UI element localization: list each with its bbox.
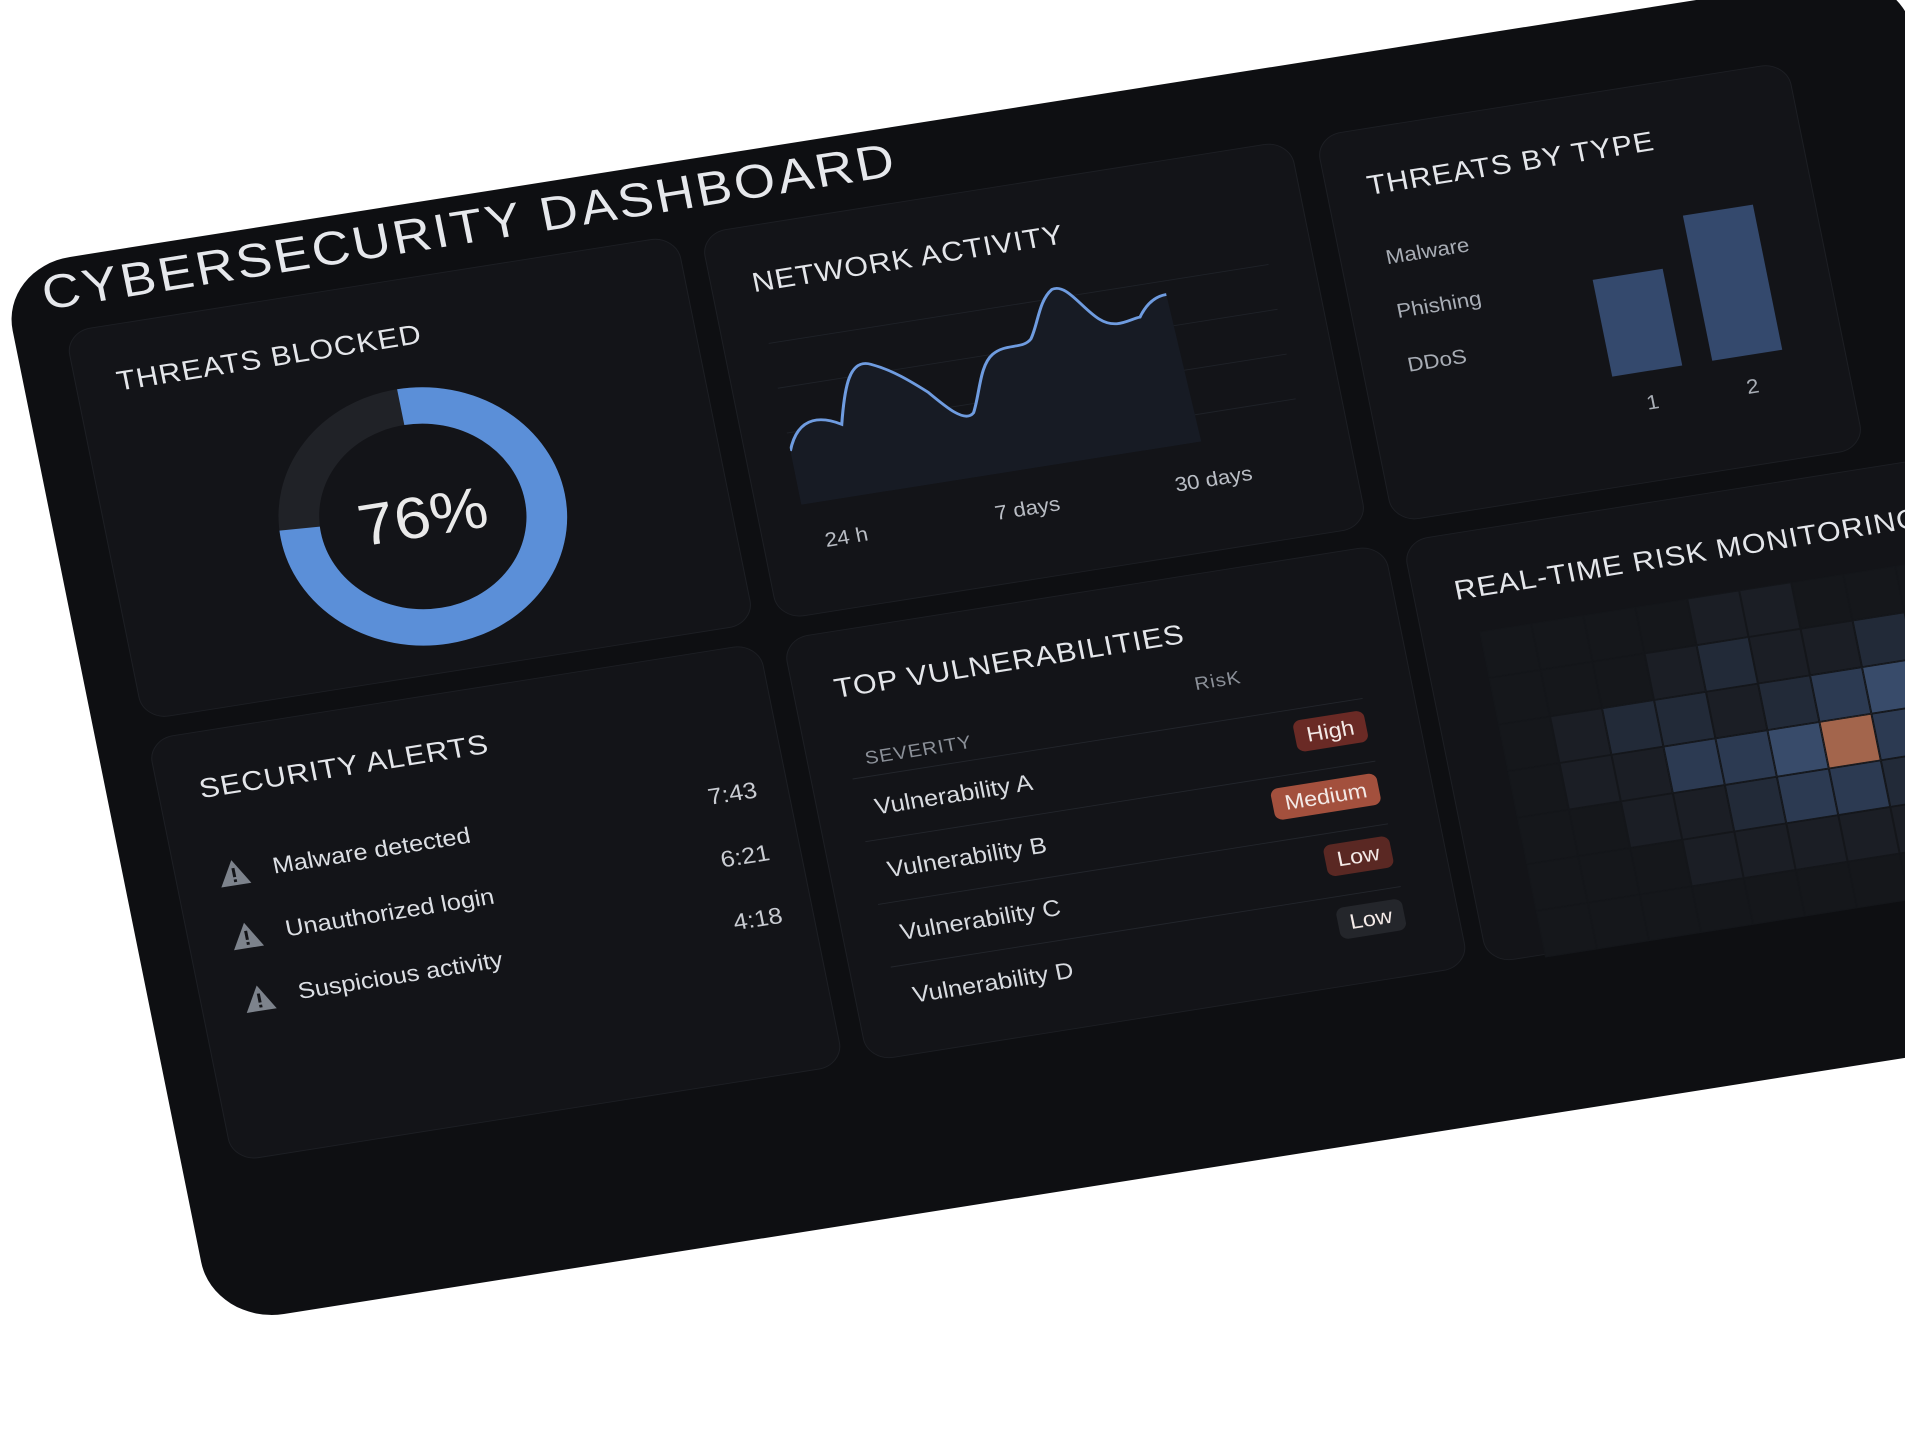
heatmap-cell: [1748, 628, 1810, 684]
threat-type-label: Phishing: [1394, 286, 1484, 323]
alert-item[interactable]: Malware detected 7:43: [214, 774, 761, 895]
heatmap-cell: [1587, 894, 1650, 950]
heatmap-cell: [1791, 573, 1853, 629]
alert-item[interactable]: Unauthorized login 6:21: [226, 837, 773, 958]
heatmap-cell: [1696, 636, 1758, 692]
heatmap-cell: [1479, 623, 1541, 679]
heatmap-cell: [1682, 831, 1744, 887]
top-vulnerabilities-card: TOP VULNERABILITIES RisK SEVERITY Vulner…: [781, 543, 1470, 1062]
heatmap-cell: [1540, 661, 1602, 717]
heatmap-cell: [1639, 886, 1702, 942]
risk-badge: Low: [1334, 898, 1408, 940]
heatmap-cell: [1601, 700, 1664, 755]
heatmap-cell: [1583, 606, 1645, 662]
heatmap-cell: [1497, 716, 1560, 772]
threats-by-type-card: THREATS BY TYPE Malware Phishing DDoS 1 …: [1314, 61, 1866, 524]
alert-item[interactable]: Suspicious activity 4:18: [239, 899, 786, 1020]
threat-bar: [1682, 204, 1783, 361]
bar-axis-label: 2: [1744, 374, 1762, 399]
x-axis-label: 7 days: [992, 491, 1063, 525]
heatmap-cell: [1663, 738, 1725, 794]
risk-monitoring-card: REAL-TIME RISK MONITORING: [1401, 445, 1905, 964]
heatmap-cell: [1767, 721, 1829, 777]
heatmap-cell: [1795, 861, 1858, 917]
threat-bar: [1592, 268, 1683, 377]
donut-progress-arc: [278, 387, 568, 646]
column-header-risk: RisK: [1192, 667, 1243, 695]
heatmap-cell: [1592, 653, 1654, 709]
threats-blocked-card: THREATS BLOCKED 76%: [64, 235, 756, 721]
heatmap-cell: [1809, 667, 1872, 722]
warning-icon: [234, 922, 265, 951]
risk-badge: Low: [1322, 835, 1395, 878]
heatmap-cell: [1620, 793, 1683, 848]
x-axis-label: 30 days: [1172, 461, 1255, 497]
heatmap-cell: [1507, 763, 1569, 818]
alert-time: 4:18: [730, 902, 785, 936]
heatmap-cell: [1653, 691, 1716, 747]
heatmap-cell: [1559, 754, 1621, 810]
heatmap-cell: [1672, 784, 1735, 840]
heatmap-cell: [1757, 675, 1820, 731]
bar-axis-label: 1: [1644, 389, 1662, 415]
heatmap-cell: [1516, 809, 1579, 865]
vulnerability-name: Vulnerability C: [897, 894, 1064, 946]
network-area: [790, 288, 1202, 505]
threat-type-label: Malware: [1383, 233, 1472, 269]
threats-blocked-donut: [278, 387, 568, 646]
heatmap-cell: [1734, 823, 1796, 879]
heatmap-cell: [1691, 878, 1754, 933]
alert-time: 7:43: [705, 777, 760, 811]
heatmap-cell: [1828, 760, 1891, 816]
risk-badge: High: [1291, 709, 1370, 753]
dashboard-panel: CYBERSECURITY DASHBOARD THREATS BLOCKED …: [0, 0, 1905, 1326]
card-title: SECURITY ALERTS: [196, 729, 492, 805]
gridline: [768, 264, 1269, 344]
alert-text: Suspicious activity: [295, 947, 505, 1005]
vulnerability-name: Vulnerability B: [885, 832, 1049, 883]
x-axis-label: 24 h: [822, 522, 871, 552]
network-activity-chart: [768, 264, 1296, 505]
alert-text: Unauthorized login: [282, 883, 497, 942]
heatmap-cell: [1611, 746, 1673, 802]
network-activity-card: NETWORK ACTIVITY 24 h 7 days 30 days: [699, 140, 1369, 621]
vulnerability-name: Vulnerability A: [872, 769, 1035, 820]
heatmap-cell: [1800, 620, 1862, 676]
heatmap-cell: [1687, 590, 1749, 646]
network-line: [788, 286, 1167, 452]
heatmap-cell: [1852, 612, 1905, 668]
heatmap-cell: [1630, 839, 1692, 895]
heatmap-cell: [1635, 598, 1697, 654]
warning-icon: [221, 860, 252, 888]
threat-type-label: DDoS: [1405, 344, 1469, 377]
card-title: THREATS BY TYPE: [1364, 126, 1658, 202]
heatmap-cell: [1724, 776, 1787, 832]
threats-blocked-value: 76%: [352, 474, 494, 559]
heatmap-cell: [1819, 713, 1881, 769]
vulnerability-name: Vulnerability D: [910, 957, 1076, 1009]
heatmap-cell: [1488, 669, 1550, 725]
heatmap-cell: [1715, 730, 1777, 785]
heatmap-cell: [1776, 768, 1839, 824]
heatmap-cell: [1705, 683, 1768, 739]
risk-badge: Medium: [1269, 772, 1382, 821]
card-title: TOP VULNERABILITIES: [831, 619, 1188, 705]
alert-time: 6:21: [718, 840, 773, 873]
security-alerts-card: SECURITY ALERTS Malware detected 7:43 Un…: [146, 642, 845, 1163]
heatmap-cell: [1549, 708, 1612, 764]
warning-icon: [246, 985, 277, 1013]
heatmap-cell: [1843, 565, 1905, 621]
heatmap-cell: [1531, 615, 1593, 670]
heatmap-cell: [1847, 853, 1905, 909]
heatmap-cell: [1578, 847, 1640, 903]
heatmap-cell: [1644, 645, 1706, 701]
heatmap-cell: [1743, 869, 1806, 925]
heatmap-cell: [1786, 815, 1848, 870]
heatmap-cell: [1568, 801, 1631, 857]
heatmap-cell: [1838, 806, 1900, 862]
alert-text: Malware detected: [270, 822, 473, 880]
heatmap-cell: [1535, 902, 1598, 958]
heatmap-cell: [1526, 856, 1588, 911]
heatmap-cell: [1739, 582, 1801, 637]
